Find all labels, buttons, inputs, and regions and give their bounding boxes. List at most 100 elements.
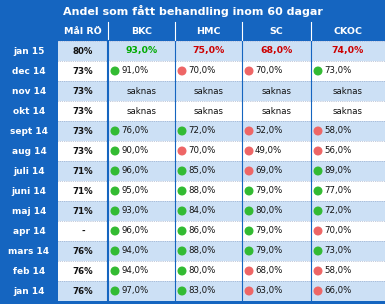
Bar (311, 161, 385, 181)
Circle shape (178, 227, 186, 235)
Bar (0, 261, 58, 281)
Bar (175, 121, 242, 141)
Text: 52,0%: 52,0% (255, 126, 282, 136)
Bar (175, 261, 242, 281)
Text: Andel som fått behandling inom 60 dagar: Andel som fått behandling inom 60 dagar (62, 5, 323, 17)
Text: 93,0%: 93,0% (126, 47, 157, 56)
Bar (311, 121, 385, 141)
Bar (108, 281, 175, 301)
Text: 73%: 73% (73, 106, 93, 116)
Circle shape (245, 287, 253, 295)
Text: saknas: saknas (127, 106, 156, 116)
Text: saknas: saknas (333, 87, 363, 95)
Bar (242, 281, 311, 301)
Bar (58, 281, 108, 301)
Circle shape (314, 227, 322, 235)
Text: 94,0%: 94,0% (121, 247, 148, 255)
Text: 86,0%: 86,0% (188, 226, 215, 236)
Text: 76%: 76% (73, 286, 93, 295)
Bar (58, 81, 108, 101)
Bar (242, 81, 311, 101)
Text: apr 14: apr 14 (13, 226, 45, 236)
Bar (0, 22, 385, 41)
Text: 80,0%: 80,0% (188, 267, 215, 275)
Circle shape (245, 187, 253, 195)
Circle shape (111, 287, 119, 295)
Text: jan 14: jan 14 (13, 286, 45, 295)
Bar (0, 201, 58, 221)
Bar (175, 221, 242, 241)
Text: jan 15: jan 15 (13, 47, 45, 56)
Bar (108, 221, 175, 241)
Bar (242, 141, 311, 161)
Circle shape (178, 207, 186, 215)
Circle shape (314, 167, 322, 175)
Bar (311, 41, 385, 61)
Text: 95,0%: 95,0% (121, 186, 148, 195)
Bar (242, 41, 311, 61)
Bar (108, 241, 175, 261)
Circle shape (245, 167, 253, 175)
Circle shape (111, 127, 119, 135)
Bar (0, 0, 385, 22)
Circle shape (111, 267, 119, 275)
Bar (311, 201, 385, 221)
Text: juli 14: juli 14 (13, 167, 45, 175)
Circle shape (111, 67, 119, 75)
Bar (311, 281, 385, 301)
Bar (0, 141, 58, 161)
Bar (175, 101, 242, 121)
Circle shape (314, 207, 322, 215)
Text: 73,0%: 73,0% (324, 67, 352, 75)
Text: 74,0%: 74,0% (332, 47, 364, 56)
Text: mars 14: mars 14 (8, 247, 50, 255)
Bar (58, 101, 108, 121)
Bar (242, 61, 311, 81)
Text: 72,0%: 72,0% (324, 206, 352, 216)
Circle shape (111, 147, 119, 155)
Circle shape (245, 227, 253, 235)
Bar (0, 61, 58, 81)
Bar (311, 141, 385, 161)
Text: 76%: 76% (73, 247, 93, 255)
Bar (108, 141, 175, 161)
Text: 79,0%: 79,0% (255, 247, 282, 255)
Text: 90,0%: 90,0% (121, 147, 148, 156)
Text: Mål RÖ: Mål RÖ (64, 27, 102, 36)
Text: 89,0%: 89,0% (324, 167, 351, 175)
Bar (108, 181, 175, 201)
Bar (0, 241, 58, 261)
Bar (175, 141, 242, 161)
Text: 94,0%: 94,0% (121, 267, 148, 275)
Text: saknas: saknas (333, 106, 363, 116)
Text: juni 14: juni 14 (12, 186, 47, 195)
Bar (58, 201, 108, 221)
Text: 96,0%: 96,0% (121, 167, 148, 175)
Text: nov 14: nov 14 (12, 87, 46, 95)
Circle shape (314, 67, 322, 75)
Bar (175, 161, 242, 181)
Bar (175, 201, 242, 221)
Bar (58, 261, 108, 281)
Bar (0, 221, 58, 241)
Bar (242, 121, 311, 141)
Text: 49,0%: 49,0% (255, 147, 282, 156)
Bar (0, 281, 58, 301)
Circle shape (178, 147, 186, 155)
Circle shape (111, 187, 119, 195)
Circle shape (245, 247, 253, 255)
Circle shape (178, 127, 186, 135)
Text: okt 14: okt 14 (13, 106, 45, 116)
Bar (242, 241, 311, 261)
Circle shape (111, 247, 119, 255)
Bar (58, 181, 108, 201)
Circle shape (314, 147, 322, 155)
Bar (242, 101, 311, 121)
Bar (175, 81, 242, 101)
Circle shape (178, 67, 186, 75)
Text: 83,0%: 83,0% (188, 286, 215, 295)
Circle shape (245, 147, 253, 155)
Text: 85,0%: 85,0% (188, 167, 215, 175)
Text: maj 14: maj 14 (12, 206, 46, 216)
Circle shape (111, 167, 119, 175)
